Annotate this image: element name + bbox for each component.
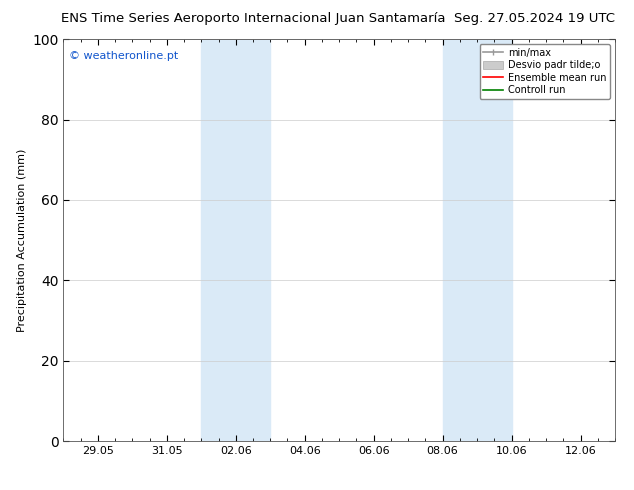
- Y-axis label: Precipitation Accumulation (mm): Precipitation Accumulation (mm): [16, 148, 27, 332]
- Bar: [202, 39, 270, 441]
- Text: Seg. 27.05.2024 19 UTC: Seg. 27.05.2024 19 UTC: [454, 12, 615, 25]
- Text: ENS Time Series Aeroporto Internacional Juan Santamaría: ENS Time Series Aeroporto Internacional …: [61, 12, 446, 25]
- Bar: [443, 39, 512, 441]
- Legend: min/max, Desvio padr tilde;o, Ensemble mean run, Controll run: min/max, Desvio padr tilde;o, Ensemble m…: [479, 44, 610, 99]
- Text: © weatheronline.pt: © weatheronline.pt: [69, 51, 178, 61]
